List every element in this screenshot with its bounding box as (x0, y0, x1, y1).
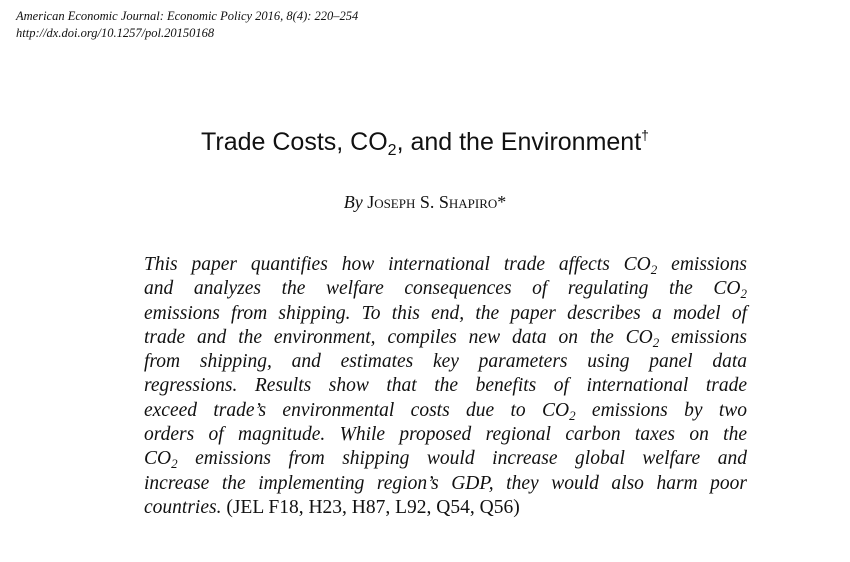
jel-codes: (JEL F18, H23, H87, L92, Q54, Q56) (221, 496, 520, 518)
author-footnote-mark[interactable]: * (497, 192, 507, 212)
doi-link[interactable]: http://dx.doi.org/10.1257/pol.20150168 (16, 26, 215, 40)
title-subscript: 2 (387, 142, 397, 159)
paper-title: Trade Costs, CO2, and the Environment† (0, 126, 850, 159)
title-footnote-mark[interactable]: † (641, 127, 649, 143)
abstract-line: and analyzes the welfare consequences of… (144, 278, 747, 302)
abstract-line: regressions. Results show that the benef… (144, 375, 747, 397)
byline: By Joseph S. Shapiro* (0, 190, 850, 214)
journal-header: American Economic Journal: Economic Poli… (16, 8, 358, 42)
abstract-line: exceed trade’s environmental costs due t… (144, 399, 747, 423)
abstract-line: emissions from shipping. To this end, th… (144, 302, 747, 324)
journal-citation: American Economic Journal: Economic Poli… (16, 9, 359, 23)
author-name: Joseph S. Shapiro (367, 192, 498, 212)
abstract: This paper quantifies how international … (144, 253, 747, 520)
abstract-line: This paper quantifies how international … (144, 254, 747, 277)
abstract-line: from shipping, and estimates key paramet… (144, 351, 747, 373)
title-text-pre: Trade Costs, CO (201, 128, 388, 156)
abstract-line: CO2 emissions from shipping would increa… (144, 448, 747, 472)
abstract-line: countries. (JEL F18, H23, H87, L92, Q54,… (144, 496, 520, 518)
title-text-post: , and the Environment (396, 128, 642, 156)
abstract-line: orders of magnitude. While proposed regi… (144, 424, 747, 446)
abstract-line: trade and the environment, compiles new … (144, 326, 747, 350)
abstract-line: increase the implementing region’s GDP, … (144, 472, 747, 494)
byline-by: By (343, 192, 363, 212)
